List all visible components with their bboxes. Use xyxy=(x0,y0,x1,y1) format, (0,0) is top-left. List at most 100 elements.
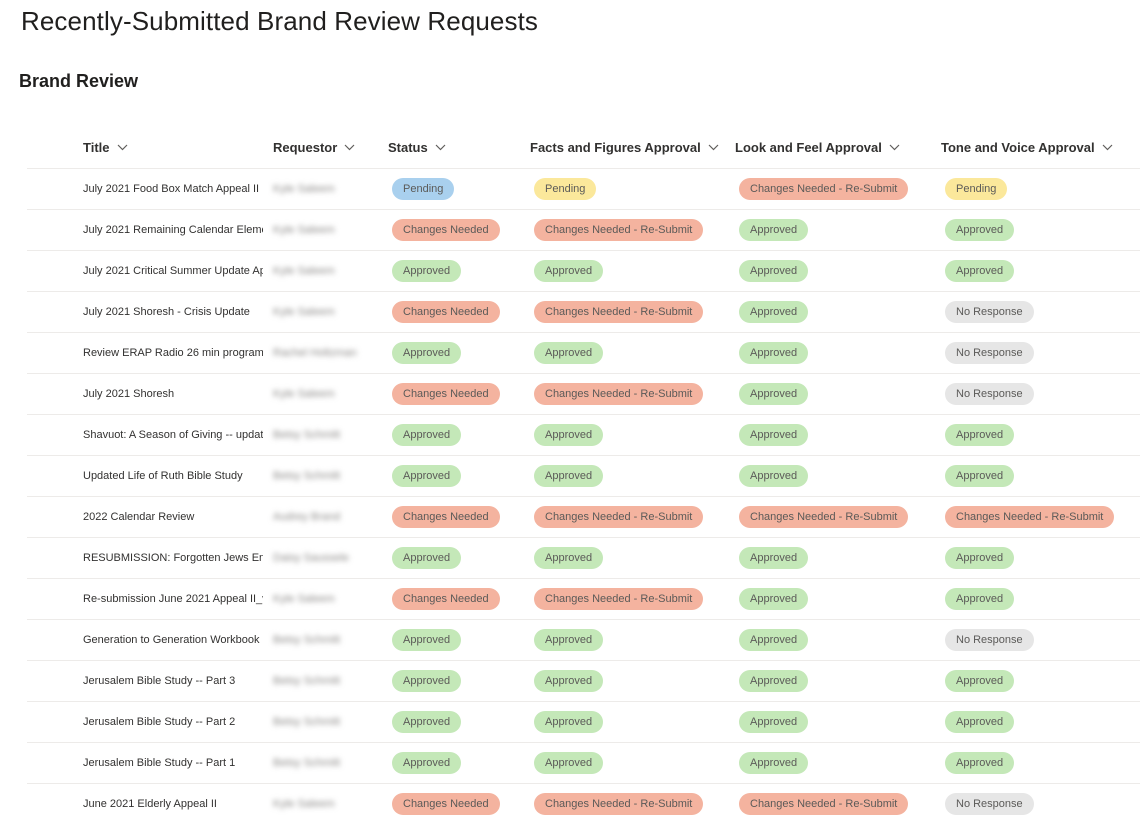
facts-badge: Changes Needed - Re-Submit xyxy=(534,219,704,241)
facts-badge: Changes Needed - Re-Submit xyxy=(534,588,704,610)
facts-badge: Approved xyxy=(534,670,604,692)
status-badge: Changes Needed xyxy=(392,301,500,323)
table-row[interactable]: Jerusalem Bible Study -- Part 1 Betsy Sch… xyxy=(27,742,1140,783)
page-title: Recently-Submitted Brand Review Requests xyxy=(21,6,539,36)
list-rows: July 2021 Food Box Match Appeal II Kyle S… xyxy=(27,168,1140,824)
row-title[interactable]: Updated Life of Ruth Bible Study xyxy=(83,470,243,482)
look-badge: Approved xyxy=(739,424,809,446)
tone-badge: Changes Needed - Re-Submit xyxy=(945,506,1115,528)
table-row[interactable]: RESUBMISSION: Forgotten Jews England Dais… xyxy=(27,537,1140,578)
status-badge: Changes Needed xyxy=(392,793,500,815)
look-badge: Approved xyxy=(739,547,809,569)
facts-badge: Approved xyxy=(534,424,604,446)
row-requestor: Betsy Schmitt xyxy=(273,470,341,482)
row-requestor: Kyle Saleem xyxy=(273,224,335,236)
table-row[interactable]: Jerusalem Bible Study -- Part 3 Betsy Sch… xyxy=(27,660,1140,701)
column-header-facts-and-figures[interactable]: Facts and Figures Approval xyxy=(530,128,719,168)
look-badge: Approved xyxy=(739,465,809,487)
row-title[interactable]: June 2021 Elderly Appeal II xyxy=(83,798,217,810)
look-badge: Changes Needed - Re-Submit xyxy=(739,793,909,815)
column-header-label: Status xyxy=(388,140,428,155)
table-row[interactable]: July 2021 Remaining Calendar Elements Kyl… xyxy=(27,209,1140,250)
column-header-tone-and-voice[interactable]: Tone and Voice Approval xyxy=(941,128,1113,168)
row-title[interactable]: Jerusalem Bible Study -- Part 1 xyxy=(83,757,236,769)
brand-review-list: Title Requestor Status Facts and Figures… xyxy=(27,128,1140,824)
chevron-down-icon xyxy=(889,127,900,167)
row-title[interactable]: Generation to Generation Workbook xyxy=(83,634,260,646)
row-title[interactable]: 2022 Calendar Review xyxy=(83,511,195,523)
tone-badge: Approved xyxy=(945,588,1015,610)
row-requestor: Betsy Schmitt xyxy=(273,675,341,687)
tone-badge: Approved xyxy=(945,711,1015,733)
tone-badge: No Response xyxy=(945,793,1034,815)
row-requestor: Kyle Saleem xyxy=(273,593,335,605)
tone-badge: Approved xyxy=(945,260,1015,282)
facts-badge: Approved xyxy=(534,711,604,733)
status-badge: Approved xyxy=(392,424,462,446)
column-header-title[interactable]: Title xyxy=(83,128,128,168)
row-title[interactable]: July 2021 Critical Summer Update Appeal xyxy=(83,265,263,277)
status-badge: Approved xyxy=(392,711,462,733)
row-title[interactable]: July 2021 Shoresh - Crisis Update xyxy=(83,306,250,318)
row-title[interactable]: July 2021 Shoresh xyxy=(83,388,175,400)
row-requestor: Kyle Saleem xyxy=(273,306,335,318)
status-badge: Changes Needed xyxy=(392,506,500,528)
chevron-down-icon xyxy=(1102,127,1113,167)
row-title[interactable]: Re-submission June 2021 Appeal II_v2 xyxy=(83,593,263,605)
table-row[interactable]: July 2021 Food Box Match Appeal II Kyle S… xyxy=(27,168,1140,209)
table-row[interactable]: Jerusalem Bible Study -- Part 2 Betsy Sch… xyxy=(27,701,1140,742)
column-header-label: Facts and Figures Approval xyxy=(530,140,701,155)
table-row[interactable]: July 2021 Shoresh - Crisis Update Kyle Sa… xyxy=(27,291,1140,332)
column-header-status[interactable]: Status xyxy=(388,128,446,168)
row-requestor: Betsy Schmitt xyxy=(273,429,341,441)
row-title[interactable]: July 2021 Remaining Calendar Elements xyxy=(83,224,263,236)
row-requestor: Betsy Schmitt xyxy=(273,634,341,646)
status-badge: Changes Needed xyxy=(392,219,500,241)
column-header-requestor[interactable]: Requestor xyxy=(273,128,355,168)
chevron-down-icon xyxy=(344,127,355,167)
row-requestor: Betsy Schmitt xyxy=(273,716,341,728)
facts-badge: Changes Needed - Re-Submit xyxy=(534,793,704,815)
facts-badge: Approved xyxy=(534,629,604,651)
facts-badge: Changes Needed - Re-Submit xyxy=(534,383,704,405)
row-requestor: Betsy Schmitt xyxy=(273,757,341,769)
status-badge: Changes Needed xyxy=(392,383,500,405)
table-row[interactable]: Review ERAP Radio 26 min program Rachel H… xyxy=(27,332,1140,373)
table-row[interactable]: 2022 Calendar Review Audrey Brand Changes … xyxy=(27,496,1140,537)
row-title[interactable]: Review ERAP Radio 26 min program xyxy=(83,347,263,359)
row-title[interactable]: July 2021 Food Box Match Appeal II xyxy=(83,183,260,195)
table-row[interactable]: July 2021 Critical Summer Update Appeal K… xyxy=(27,250,1140,291)
column-header-look-and-feel[interactable]: Look and Feel Approval xyxy=(735,128,900,168)
tone-badge: No Response xyxy=(945,301,1034,323)
row-title[interactable]: RESUBMISSION: Forgotten Jews England xyxy=(83,552,263,564)
row-requestor: Kyle Saleem xyxy=(273,798,335,810)
row-title[interactable]: Shavuot: A Season of Giving -- update xyxy=(83,429,263,441)
column-header-label: Requestor xyxy=(273,140,338,155)
table-row[interactable]: Generation to Generation Workbook Betsy S… xyxy=(27,619,1140,660)
tone-badge: No Response xyxy=(945,383,1034,405)
row-requestor: Audrey Brand xyxy=(273,511,341,523)
tone-badge: Approved xyxy=(945,465,1015,487)
row-title[interactable]: Jerusalem Bible Study -- Part 2 xyxy=(83,716,236,728)
table-row[interactable]: Updated Life of Ruth Bible Study Betsy Sc… xyxy=(27,455,1140,496)
facts-badge: Approved xyxy=(534,752,604,774)
row-title[interactable]: Jerusalem Bible Study -- Part 3 xyxy=(83,675,236,687)
section-title[interactable]: Brand Review xyxy=(19,71,139,91)
facts-badge: Pending xyxy=(534,178,597,200)
status-badge: Pending xyxy=(392,178,455,200)
look-badge: Approved xyxy=(739,301,809,323)
look-badge: Approved xyxy=(739,711,809,733)
look-badge: Changes Needed - Re-Submit xyxy=(739,178,909,200)
table-row[interactable]: June 2021 Elderly Appeal II Kyle Saleem Ch… xyxy=(27,783,1140,824)
tone-badge: Approved xyxy=(945,752,1015,774)
row-requestor: Kyle Saleem xyxy=(273,183,335,195)
table-row[interactable]: Re-submission June 2021 Appeal II_v2 Kyle… xyxy=(27,578,1140,619)
status-badge: Approved xyxy=(392,670,462,692)
table-row[interactable]: July 2021 Shoresh Kyle Saleem Changes Need… xyxy=(27,373,1140,414)
status-badge: Approved xyxy=(392,547,462,569)
table-row[interactable]: Shavuot: A Season of Giving -- update Bet… xyxy=(27,414,1140,455)
tone-badge: Approved xyxy=(945,547,1015,569)
status-badge: Approved xyxy=(392,752,462,774)
row-requestor: Kyle Saleem xyxy=(273,388,335,400)
tone-badge: Pending xyxy=(945,178,1008,200)
